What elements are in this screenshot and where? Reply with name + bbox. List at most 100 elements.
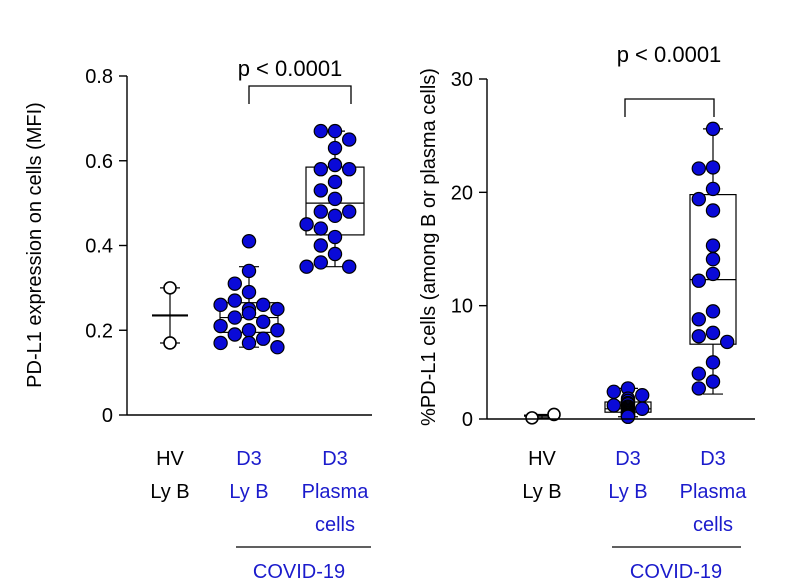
data-point: [241, 284, 257, 300]
category-label-line: cells: [693, 514, 733, 536]
category-label-line: Ly B: [608, 481, 647, 503]
y-axis-ticks: 0 0.2 0.4 0.6 0.8: [85, 66, 127, 427]
data-point: [327, 191, 343, 207]
group-2: D3 Plasma cells: [680, 121, 748, 536]
panel-percent: %PD-L1 cells (among B or plasma cells) 0…: [418, 42, 755, 583]
data-point: [241, 323, 257, 338]
data-point: [342, 162, 357, 177]
category-label-line: HV: [156, 448, 184, 470]
y-axis-label: %PD-L1 cells (among B or plasma cells): [418, 68, 440, 426]
data-point: [313, 255, 328, 270]
y-tick-label: 0.6: [85, 151, 113, 173]
data-point: [691, 191, 707, 207]
group-0: HV Ly B: [522, 407, 562, 503]
y-tick-label: 0.2: [85, 320, 113, 342]
data-point: [342, 204, 357, 219]
data-point: [241, 263, 257, 279]
data-point: [342, 132, 357, 147]
data-point: [620, 409, 636, 424]
category-label-line: Plasma: [302, 481, 370, 503]
covid-19-label: COVID-19: [630, 561, 722, 583]
groups: HV Ly B D3 Ly B D3 Plasma cells: [522, 121, 748, 536]
category-label: D3 Plasma cells: [680, 448, 748, 536]
group-1: D3 Ly B: [213, 234, 285, 503]
data-point: [270, 323, 285, 338]
data-point: [691, 312, 707, 327]
data-point: [227, 310, 242, 325]
category-label: D3 Ly B: [608, 448, 647, 503]
p-value-label: p < 0.0001: [238, 56, 343, 81]
category-label-line: Ly B: [229, 481, 268, 503]
data-point: [327, 157, 343, 173]
data-point: [313, 162, 328, 177]
data-point: [691, 329, 707, 344]
significance-bracket: p < 0.0001: [617, 42, 722, 117]
data-point: [299, 259, 314, 274]
data-point: [270, 340, 285, 355]
data-point: [327, 123, 343, 139]
data-point: [705, 121, 721, 137]
data-point: [227, 327, 242, 342]
data-point: [327, 246, 343, 262]
data-point: [313, 183, 328, 198]
data-point: [327, 208, 343, 224]
data-point: [635, 401, 650, 416]
data-point: [705, 181, 721, 197]
data-point: [525, 411, 539, 425]
data-point: [705, 252, 721, 267]
data-point: [213, 297, 228, 313]
data-point: [213, 318, 228, 334]
data-point: [327, 174, 343, 190]
data-point: [705, 266, 721, 282]
data-point: [241, 335, 257, 351]
significance-bracket: p < 0.0001: [238, 56, 352, 104]
panel-mfi: PD-L1 expression on cells (MFI) 00.20.40…: [24, 56, 372, 583]
y-tick-label: 30: [451, 69, 473, 91]
data-point: [705, 325, 721, 341]
category-label: D3 Ly B: [229, 448, 268, 503]
category-label-line: cells: [315, 514, 355, 536]
data-point: [313, 204, 328, 219]
data-point: [691, 366, 707, 381]
category-label-line: Plasma: [680, 481, 748, 503]
data-point: [705, 304, 721, 319]
y-tick-label: 20: [451, 182, 473, 204]
covid-19-label: COVID-19: [253, 561, 345, 583]
category-label-line: D3: [322, 448, 348, 470]
data-point: [313, 238, 328, 253]
data-point: [705, 355, 721, 370]
category-label-line: Ly B: [522, 481, 561, 503]
p-value-label: p < 0.0001: [617, 42, 722, 67]
category-label-line: Ly B: [150, 481, 189, 503]
data-point: [705, 203, 721, 218]
y-tick-label: 0: [462, 409, 473, 431]
data-point: [327, 229, 343, 245]
category-label-line: D3: [700, 448, 726, 470]
data-point: [547, 407, 561, 422]
groups: HV Ly B D3 Ly B D3 Plasma cells: [150, 123, 370, 536]
data-point: [606, 384, 622, 399]
data-point: [705, 160, 721, 175]
data-point: [705, 374, 721, 389]
y-axis-ticks: 0 10 20 30: [451, 69, 487, 431]
y-tick-label: 10: [451, 296, 473, 318]
data-point: [256, 297, 271, 313]
data-point: [606, 398, 622, 413]
data-point: [705, 238, 721, 253]
data-point: [691, 161, 707, 176]
data-point: [342, 259, 357, 274]
y-tick-label: 0.4: [85, 236, 113, 258]
data-point: [313, 123, 328, 139]
data-point: [241, 306, 257, 321]
data-point: [327, 140, 343, 156]
category-label-line: D3: [615, 448, 641, 470]
y-axis-label: PD-L1 expression on cells (MFI): [24, 102, 46, 388]
data-point: [691, 273, 707, 288]
category-label: D3 Plasma cells: [302, 448, 370, 536]
y-tick-label: 0.8: [85, 66, 113, 88]
data-point: [270, 301, 285, 317]
data-point: [635, 388, 650, 403]
category-label-line: D3: [236, 448, 262, 470]
data-point: [299, 217, 314, 232]
